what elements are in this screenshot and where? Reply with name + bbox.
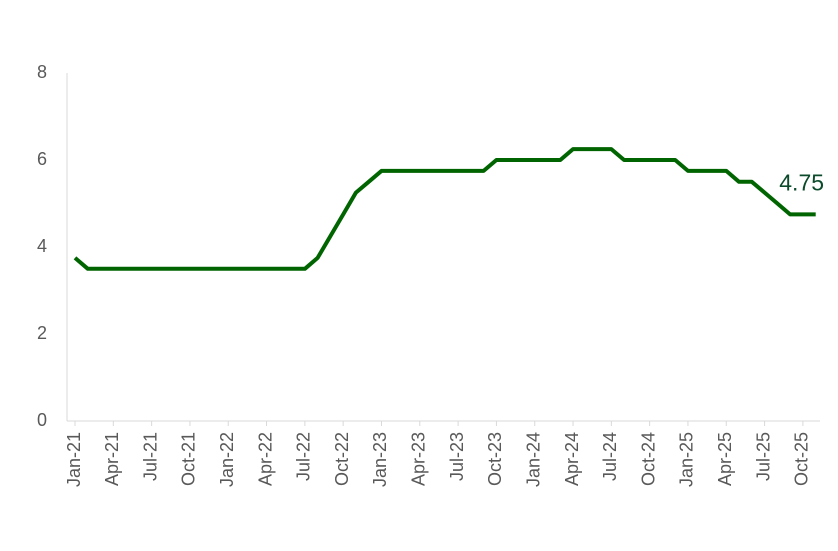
data-label: 4.75: [779, 169, 824, 195]
x-tick-label: Jul-21: [140, 432, 160, 481]
x-tick-label: Jul-24: [600, 432, 620, 481]
x-tick-label: Jan-21: [64, 432, 84, 487]
y-tick-label: 6: [37, 149, 47, 169]
x-tick-label: Apr-23: [409, 432, 429, 486]
y-tick-label: 8: [37, 62, 47, 82]
x-tick-label: Jan-22: [217, 432, 237, 487]
x-tick-label: Oct-25: [792, 432, 812, 486]
x-tick-label: Apr-22: [255, 432, 275, 486]
x-tick-label: Oct-24: [638, 432, 658, 486]
x-tick-label: Apr-21: [102, 432, 122, 486]
y-tick-label: 0: [37, 410, 47, 430]
x-tick-label: Oct-22: [332, 432, 352, 486]
x-tick-label: Oct-21: [179, 432, 199, 486]
x-tick-label: Jan-25: [677, 432, 697, 487]
y-tick-label: 2: [37, 323, 47, 343]
y-tick-label: 4: [37, 236, 47, 256]
x-tick-label: Jul-25: [753, 432, 773, 481]
x-tick-label: Apr-25: [715, 432, 735, 486]
x-tick-label: Apr-24: [562, 432, 582, 486]
x-tick-label: Jul-22: [294, 432, 314, 481]
x-tick-label: Jan-24: [523, 432, 543, 487]
x-tick-label: Oct-23: [485, 432, 505, 486]
line: [73, 147, 816, 271]
x-tick-label: Jul-23: [447, 432, 467, 481]
x-tick-label: Jan-23: [370, 432, 390, 487]
